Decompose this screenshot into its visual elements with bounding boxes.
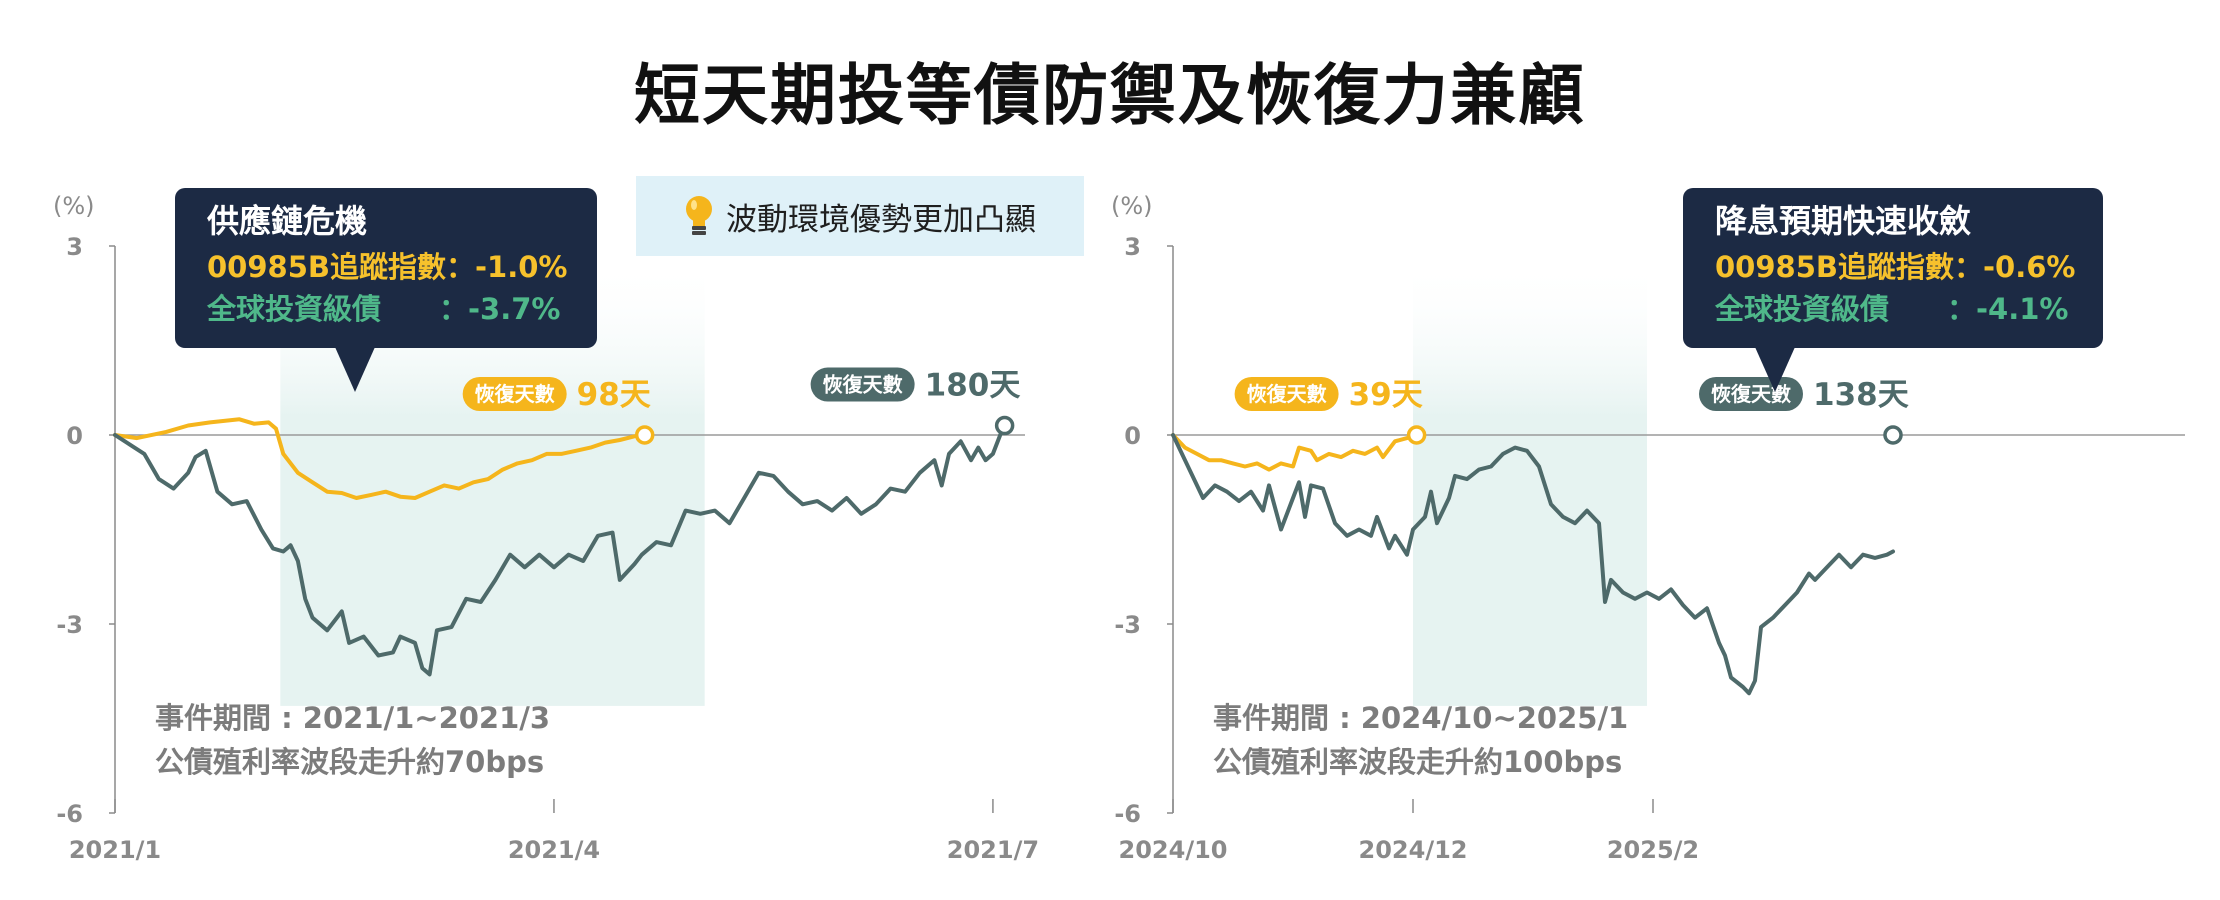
recovery-pill-global: [810, 367, 915, 402]
x-tick-label: 2024/12: [1359, 836, 1468, 864]
series-line-etf: [113, 417, 647, 500]
recovery-pill-label: 恢復天數: [823, 373, 903, 397]
tooltip-title: 供應鏈危機: [207, 202, 367, 240]
y-tick-label: 0: [1124, 422, 1141, 450]
hint-banner: 波動環境優勢更加凸顯: [636, 176, 1084, 256]
recovery-pill-label: 恢復天數: [1711, 382, 1791, 406]
recovery-days-global: 180天: [925, 368, 1021, 404]
y-tick-label: 3: [66, 233, 83, 261]
y-tick-label: -6: [1114, 800, 1141, 828]
y-tick-label: 0: [66, 422, 83, 450]
event-tooltip: 供應鏈危機 00985B追蹤指數：-1.0% 全球投資級債 ：-3.7%: [175, 188, 597, 392]
event-period-note: 事件期間 : 2021/1~2021/3: [155, 701, 550, 735]
recovery-days-etf: 98天: [577, 377, 651, 413]
recovery-pill-label: 恢復天數: [1247, 382, 1327, 406]
event-period-note: 事件期間 : 2024/10~2025/1: [1213, 701, 1628, 735]
tooltip-box: [1683, 188, 2103, 348]
recovery-days-global: 138天: [1813, 377, 1909, 413]
series-line-etf: [1171, 433, 1419, 472]
x-tick-label: 2025/2: [1607, 836, 1699, 864]
event-tooltip: 降息預期快速收斂 00985B追蹤指數：-0.6% 全球投資級債 ：-4.1%: [1683, 188, 2103, 392]
y-unit-label: (%): [53, 192, 95, 220]
tooltip-title: 降息預期快速收斂: [1715, 202, 1971, 240]
x-tick-label: 2021/4: [508, 836, 600, 864]
recovery-marker-global: [994, 415, 1015, 436]
y-unit-label: (%): [1111, 192, 1153, 220]
tooltip-box: [175, 188, 597, 348]
series-line-global: [113, 423, 1007, 677]
yield-change-note: 公債殖利率波段走升約100bps: [1213, 745, 1622, 779]
recovery-days-etf: 39天: [1349, 377, 1423, 413]
x-tick-label: 2024/10: [1119, 836, 1228, 864]
recovery-pill-etf: [1234, 377, 1339, 411]
x-tick-label: 2021/1: [69, 836, 161, 864]
y-tick-label: -6: [56, 800, 83, 828]
tooltip-etf-drawdown: 00985B追蹤指數：-1.0%: [207, 250, 567, 284]
y-tick-label: -3: [56, 611, 83, 639]
y-tick-label: -3: [1114, 611, 1141, 639]
recovery-pill-label: 恢復天數: [475, 382, 555, 406]
tooltip-arrow: [335, 347, 375, 392]
yield-change-note: 公債殖利率波段走升約70bps: [155, 745, 544, 779]
hint-text: 波動環境優勢更加凸顯: [726, 201, 1036, 238]
x-tick-label: 2021/7: [947, 836, 1039, 864]
y-tick-label: 3: [1124, 233, 1141, 261]
page-title: 短天期投等債防禦及恢復力兼顧: [634, 57, 1586, 134]
lightbulb-icon: [684, 194, 714, 238]
recovery-marker-etf: [1406, 425, 1427, 445]
tooltip-global-drawdown: 全球投資級債 ：-3.7%: [206, 292, 560, 326]
recovery-marker-etf: [634, 425, 655, 445]
recovery-marker-global: [1883, 425, 1903, 445]
series-line-global: [1171, 433, 1895, 696]
tooltip-global-drawdown: 全球投資級債 ：-4.1%: [1714, 292, 2068, 326]
tooltip-etf-drawdown: 00985B追蹤指數：-0.6%: [1715, 250, 2075, 284]
recovery-pill-etf: [462, 377, 567, 411]
event-shade: [1413, 260, 1647, 706]
tooltip-arrow: [1755, 347, 1795, 392]
